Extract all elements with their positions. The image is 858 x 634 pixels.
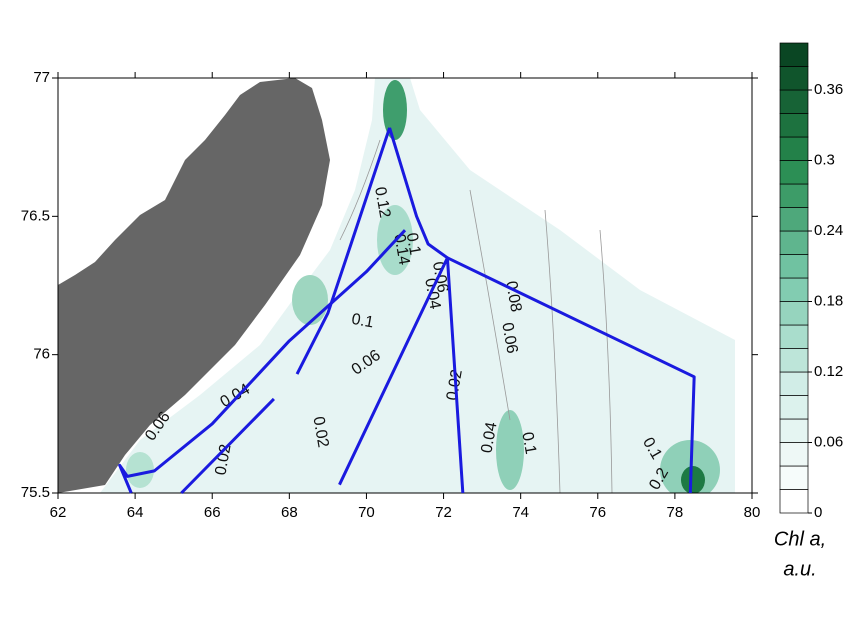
- map-area: [58, 78, 735, 493]
- colorbar-tick-label: 0.06: [814, 433, 843, 450]
- x-tick-label: 78: [667, 504, 684, 521]
- colorbar-box: [779, 183, 809, 208]
- colorbar-label-line: Chl a,: [774, 528, 826, 550]
- x-tick-label: 70: [358, 504, 375, 521]
- contour-label: 0.06: [498, 321, 520, 355]
- contour-label: 0.12: [371, 186, 393, 220]
- colorbar-box: [779, 207, 809, 232]
- colorbar-box: [779, 395, 809, 420]
- ship-track: [388, 127, 696, 494]
- colorbar-box: [779, 442, 809, 467]
- chl-patch: [383, 80, 407, 140]
- chl-patch: [126, 452, 154, 488]
- colorbar-box: [779, 230, 809, 255]
- data-field: [100, 78, 735, 493]
- x-tick-label: 80: [744, 504, 761, 521]
- land: [58, 78, 330, 493]
- colorbar-label-line: a.u.: [783, 558, 816, 580]
- colorbar-tick-label: 0.3: [814, 151, 835, 168]
- colorbar-tick-label: 0.36: [814, 81, 843, 98]
- colorbar-box: [779, 160, 809, 185]
- contour-label: 0.1: [518, 431, 539, 456]
- x-tick-label: 68: [281, 504, 298, 521]
- colorbar-tick-label: 0.18: [814, 292, 843, 309]
- chl-patch: [681, 466, 705, 493]
- x-tick-label: 66: [204, 504, 221, 521]
- chl-patch: [292, 275, 328, 325]
- colorbar-box: [779, 136, 809, 161]
- ship-track: [295, 127, 392, 375]
- ship-track: [180, 397, 275, 495]
- contour-line: [339, 139, 613, 493]
- y-tick-label: 77: [33, 69, 50, 86]
- colorbar-box: [779, 489, 809, 514]
- colorbar-box: [779, 324, 809, 349]
- colorbar-box: [779, 301, 809, 326]
- contour-label: 0.02: [309, 415, 331, 449]
- plot-frame: [57, 77, 753, 494]
- colorbar-box: [779, 42, 809, 67]
- colorbar-box: [779, 348, 809, 373]
- colorbar-box: [779, 89, 809, 114]
- x-tick-label: 64: [127, 504, 144, 521]
- colorbar-tick-label: 0.12: [814, 363, 843, 380]
- colorbar-box: [779, 418, 809, 443]
- colorbar-box: [779, 465, 809, 490]
- contour-label: 0.04: [478, 421, 500, 455]
- x-tick-label: 72: [435, 504, 452, 521]
- contour-label: 0.1: [403, 232, 424, 257]
- colorbar-box: [779, 113, 809, 138]
- colorbar-box: [779, 371, 809, 396]
- x-tick-label: 76: [589, 504, 606, 521]
- colorbar-box: [779, 277, 809, 302]
- colorbar-tick-label: 0.24: [814, 222, 843, 239]
- ship-track: [118, 229, 407, 494]
- colorbar-tick-label: 0: [814, 504, 822, 521]
- colorbar-label: Chl a, a.u.: [774, 528, 826, 580]
- y-tick-label: 76.5: [21, 207, 50, 224]
- y-tick-label: 75.5: [21, 484, 50, 501]
- x-tick-label: 62: [50, 504, 67, 521]
- chl-patch: [496, 410, 524, 490]
- contour-label: 0.1: [350, 311, 375, 332]
- y-tick-label: 76: [33, 346, 50, 363]
- colorbar-box: [779, 66, 809, 91]
- colorbar-box: [779, 254, 809, 279]
- x-tick-label: 74: [512, 504, 529, 521]
- contour-label: 0.02: [212, 443, 234, 477]
